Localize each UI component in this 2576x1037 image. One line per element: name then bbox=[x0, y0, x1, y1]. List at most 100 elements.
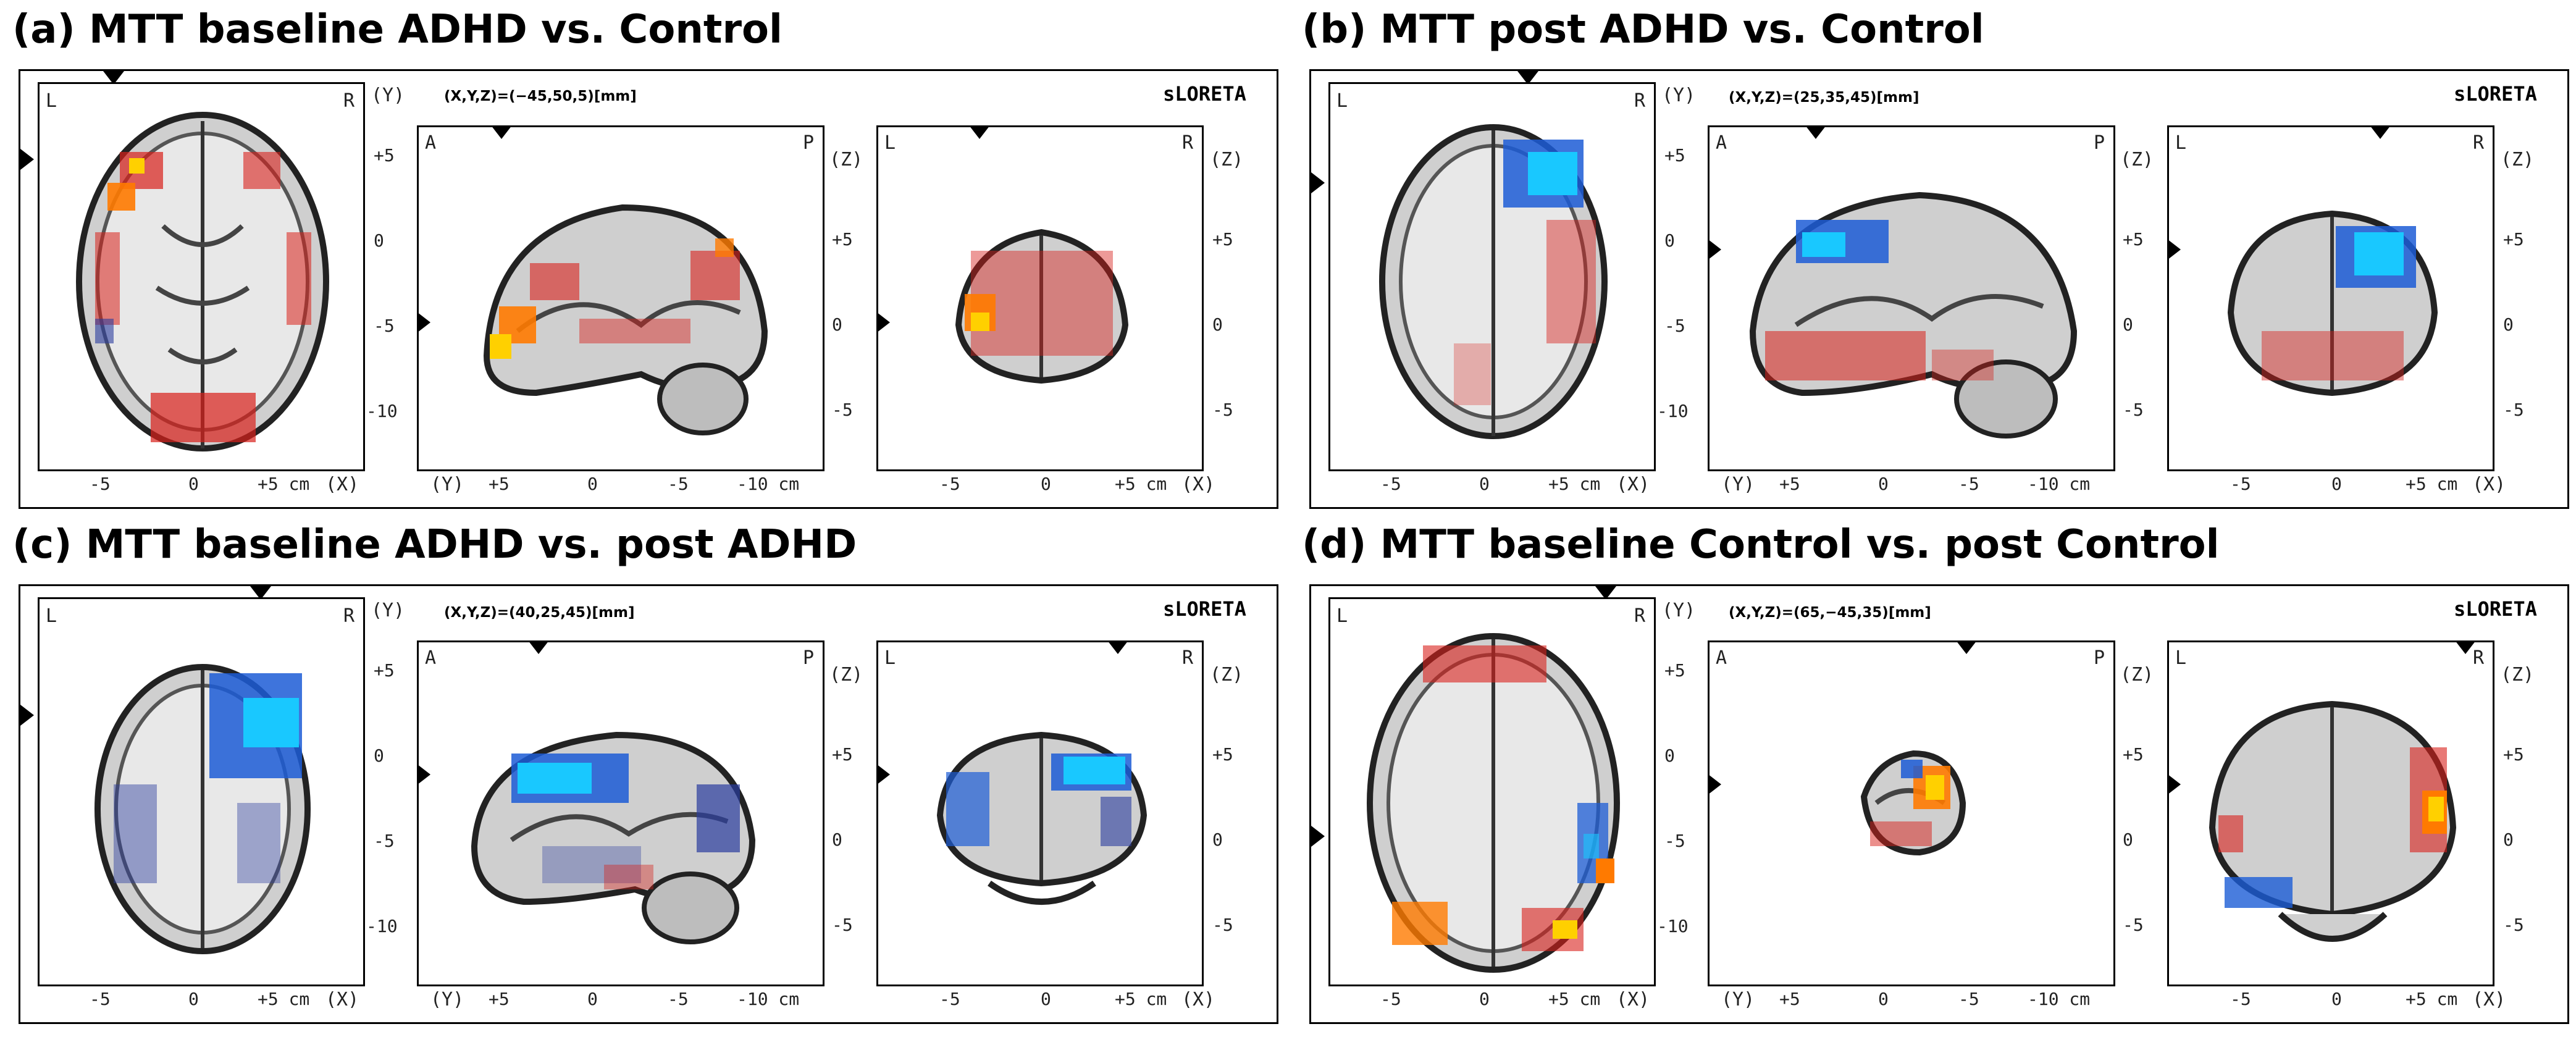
sagittal-z-tick: +5 bbox=[2123, 229, 2144, 250]
panel-b-axial-brain bbox=[1379, 124, 1608, 439]
sagittal-z-tick: -5 bbox=[832, 915, 853, 935]
sagittal-z-cursor[interactable] bbox=[1708, 774, 1721, 795]
coronal-x-tick: +5 cm bbox=[1115, 989, 1167, 1009]
sagittal-cursor[interactable] bbox=[491, 125, 512, 139]
sagittal-y-axis-label: (Y) bbox=[430, 474, 464, 495]
orientation-anterior: A bbox=[425, 647, 437, 669]
panel-b-coordinate: (X,Y,Z)=(25,35,45)[mm] bbox=[1729, 90, 1919, 106]
panel-b-sagittal-brain bbox=[1749, 191, 2078, 439]
orientation-left: L bbox=[1336, 90, 1348, 112]
panel-d-sagittal-brain bbox=[1860, 750, 1966, 856]
panel-c-y-cursor[interactable] bbox=[20, 705, 34, 726]
panel-c-axial-view[interactable]: L R bbox=[38, 597, 365, 986]
panel-a-coronal-view[interactable]: L R bbox=[876, 125, 1204, 471]
panel-d-axial-view[interactable]: L R bbox=[1328, 597, 1656, 986]
panel-a-sagittal-view[interactable]: A P bbox=[417, 125, 824, 471]
panel-d-sloreta-label: sLORETA bbox=[2454, 597, 2537, 621]
panel-c-sagittal-brain bbox=[471, 731, 756, 944]
panel-d-x-cursor[interactable] bbox=[1595, 586, 1616, 600]
sagittal-z-cursor[interactable] bbox=[417, 312, 430, 333]
panel-c-coordinate: (X,Y,Z)=(40,25,45)[mm] bbox=[444, 605, 635, 621]
panel-a-x-cursor[interactable] bbox=[103, 71, 124, 85]
coronal-cursor[interactable] bbox=[2370, 125, 2391, 139]
sagittal-y-tick: -10 cm bbox=[737, 989, 800, 1009]
panel-a-frame: (X,Y,Z)=(−45,50,5)[mm] sLORETA L R (Y) +… bbox=[19, 69, 1278, 509]
sagittal-cursor[interactable] bbox=[1805, 125, 1826, 139]
panel-d-sagittal-view[interactable]: A P bbox=[1708, 640, 2115, 986]
coronal-z-cursor[interactable] bbox=[876, 312, 890, 333]
coronal-cursor[interactable] bbox=[2455, 640, 2476, 654]
panel-b-sloreta-label: sLORETA bbox=[2454, 82, 2537, 106]
panel-c-sloreta-label: sLORETA bbox=[1163, 597, 1246, 621]
panel-b-sagittal-view[interactable]: A P bbox=[1708, 125, 2115, 471]
panel-c-sagittal-view[interactable]: A P bbox=[417, 640, 824, 986]
panel-b-coronal-view[interactable]: L R bbox=[2167, 125, 2494, 471]
panel-d-y-cursor[interactable] bbox=[1311, 826, 1325, 847]
orientation-right: R bbox=[2473, 132, 2485, 154]
coronal-z-tick: +5 bbox=[1212, 229, 1233, 250]
panel-b-axial-view[interactable]: L R bbox=[1328, 82, 1656, 471]
panel-a-axial-view[interactable]: L R bbox=[38, 82, 365, 471]
sagittal-z-cursor[interactable] bbox=[417, 764, 430, 785]
coronal-z-cursor[interactable] bbox=[2167, 774, 2181, 795]
sagittal-y-tick: -10 cm bbox=[737, 474, 800, 494]
coronal-x-tick: 0 bbox=[2331, 474, 2342, 494]
orientation-left: L bbox=[46, 605, 57, 627]
axial-x-axis-label: (X) bbox=[1616, 474, 1650, 495]
sagittal-cursor[interactable] bbox=[528, 640, 549, 654]
axial-y-tick: 0 bbox=[1664, 745, 1675, 766]
sagittal-z-axis-label: (Z) bbox=[829, 664, 863, 686]
axial-x-tick: 0 bbox=[1479, 989, 1490, 1009]
coronal-x-axis-label: (X) bbox=[2472, 989, 2506, 1010]
panel-a-y-cursor[interactable] bbox=[20, 149, 34, 170]
coronal-x-tick: -5 bbox=[939, 989, 960, 1009]
coronal-z-cursor[interactable] bbox=[2167, 239, 2181, 260]
axial-x-tick: +5 cm bbox=[1548, 989, 1601, 1009]
panel-b-frame: (X,Y,Z)=(25,35,45)[mm] sLORETA L R (Y) +… bbox=[1309, 69, 2569, 509]
sagittal-y-tick: +5 bbox=[489, 989, 510, 1009]
coronal-z-cursor[interactable] bbox=[876, 764, 890, 785]
coronal-x-tick: +5 cm bbox=[1115, 474, 1167, 494]
sagittal-z-tick: 0 bbox=[2123, 829, 2133, 850]
axial-x-axis-label: (X) bbox=[325, 989, 359, 1010]
sagittal-z-cursor[interactable] bbox=[1708, 239, 1721, 260]
coronal-z-tick: -5 bbox=[2503, 400, 2524, 420]
panel-a-title: (a) MTT baseline ADHD vs. Control bbox=[12, 7, 782, 52]
coronal-x-tick: +5 cm bbox=[2406, 474, 2458, 494]
coronal-x-axis-label: (X) bbox=[1181, 989, 1215, 1010]
axial-y-tick: -5 bbox=[1664, 316, 1685, 336]
sagittal-y-tick: -5 bbox=[668, 474, 689, 494]
axial-y-tick: +5 bbox=[1664, 660, 1685, 681]
panel-b-title: (b) MTT post ADHD vs. Control bbox=[1302, 7, 1984, 52]
panel-d-coronal-view[interactable]: L R bbox=[2167, 640, 2494, 986]
orientation-anterior: A bbox=[1716, 132, 1727, 154]
sagittal-y-axis-label: (Y) bbox=[430, 989, 464, 1010]
sagittal-z-tick: 0 bbox=[832, 314, 842, 335]
panel-c-x-cursor[interactable] bbox=[250, 586, 271, 600]
orientation-left: L bbox=[884, 132, 896, 154]
coronal-z-tick: 0 bbox=[2503, 829, 2514, 850]
orientation-anterior: A bbox=[1716, 647, 1727, 669]
coronal-z-tick: 0 bbox=[1212, 829, 1223, 850]
coronal-x-axis-label: (X) bbox=[1181, 474, 1215, 495]
orientation-right: R bbox=[1182, 647, 1194, 669]
coronal-cursor[interactable] bbox=[1107, 640, 1128, 654]
sagittal-cursor[interactable] bbox=[1956, 640, 1977, 654]
panel-c-coronal-view[interactable]: L R bbox=[876, 640, 1204, 986]
coronal-cursor[interactable] bbox=[969, 125, 990, 139]
panel-d-title: (d) MTT baseline Control vs. post Contro… bbox=[1302, 522, 2220, 568]
coronal-z-tick: -5 bbox=[2503, 915, 2524, 935]
sagittal-y-tick: -5 bbox=[1958, 989, 1979, 1009]
sagittal-y-tick: 0 bbox=[587, 989, 598, 1009]
panel-b-x-cursor[interactable] bbox=[1517, 71, 1538, 85]
sagittal-y-tick: -5 bbox=[668, 989, 689, 1009]
sagittal-z-tick: +5 bbox=[832, 744, 853, 765]
panel-b-y-cursor[interactable] bbox=[1311, 172, 1325, 193]
coronal-z-axis-label: (Z) bbox=[2501, 149, 2535, 170]
coronal-z-tick: +5 bbox=[1212, 744, 1233, 765]
coronal-z-tick: -5 bbox=[1212, 915, 1233, 935]
axial-x-tick: 0 bbox=[1479, 474, 1490, 494]
orientation-right: R bbox=[343, 605, 355, 627]
sagittal-y-tick: -10 cm bbox=[2028, 989, 2091, 1009]
orientation-posterior: P bbox=[803, 647, 815, 669]
